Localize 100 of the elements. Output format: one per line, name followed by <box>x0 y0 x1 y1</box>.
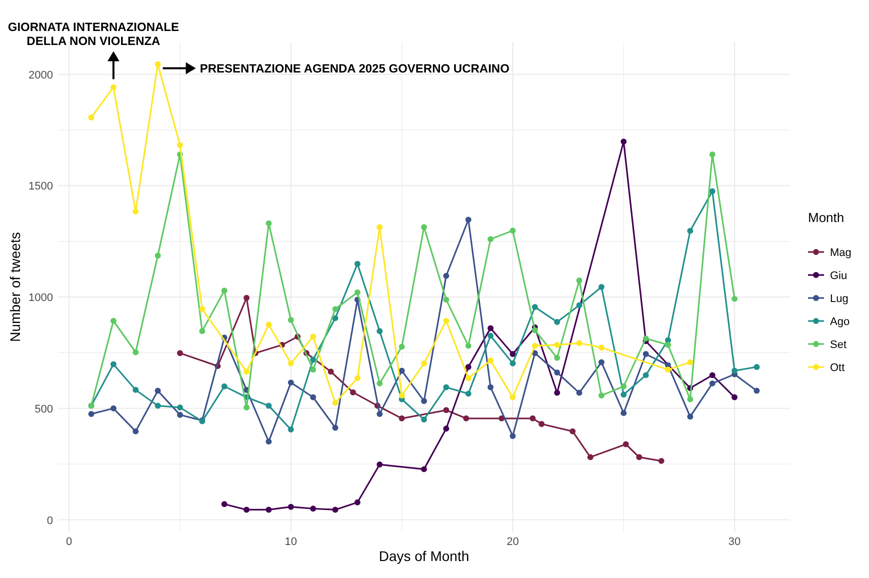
point <box>288 360 294 366</box>
point <box>488 236 494 242</box>
point <box>687 414 694 420</box>
point <box>576 302 582 308</box>
point <box>530 415 536 422</box>
point <box>538 421 545 427</box>
x-tick-label: 10 <box>284 536 298 548</box>
point <box>354 260 360 267</box>
point <box>398 344 405 350</box>
point <box>576 278 582 284</box>
point <box>709 380 716 386</box>
point <box>266 220 272 226</box>
point <box>110 361 116 368</box>
point <box>266 322 272 328</box>
point <box>266 438 272 445</box>
point <box>598 344 604 351</box>
point <box>310 394 316 400</box>
x-tick-label: 0 <box>66 536 72 548</box>
point <box>532 342 538 349</box>
point <box>154 388 161 394</box>
point <box>332 306 338 312</box>
point <box>288 380 294 386</box>
point <box>687 228 694 234</box>
point <box>532 304 538 310</box>
point <box>598 284 604 290</box>
point <box>510 360 516 366</box>
point <box>443 318 450 324</box>
point <box>687 396 694 402</box>
point <box>132 386 139 393</box>
point <box>598 359 604 366</box>
legend-label: Set <box>830 339 847 351</box>
x-axis-title: Days of Month <box>378 548 470 564</box>
point <box>754 364 760 370</box>
point <box>443 272 450 279</box>
point <box>488 358 494 364</box>
point <box>154 61 161 68</box>
point <box>376 328 383 334</box>
point <box>177 142 183 148</box>
point <box>554 318 560 325</box>
point <box>332 315 338 322</box>
point <box>132 428 139 434</box>
point <box>532 327 538 334</box>
point <box>266 402 272 409</box>
point <box>177 412 183 418</box>
point <box>488 325 494 332</box>
point <box>376 462 383 468</box>
point <box>310 356 316 363</box>
point <box>443 426 450 432</box>
point <box>421 224 427 230</box>
point <box>332 424 338 431</box>
point <box>244 294 250 301</box>
point <box>510 433 516 439</box>
point <box>288 426 294 433</box>
point <box>642 372 649 378</box>
point <box>266 506 272 513</box>
point <box>421 398 427 404</box>
point <box>199 306 206 312</box>
point <box>421 416 427 422</box>
legend-label: Mag <box>830 247 852 259</box>
point <box>465 375 472 382</box>
y-tick-label: 1500 <box>28 180 53 193</box>
point <box>310 366 316 373</box>
point <box>587 454 594 460</box>
point <box>622 441 629 448</box>
point <box>288 504 294 510</box>
y-axis-title: Number of tweets <box>7 232 23 342</box>
point <box>598 392 604 398</box>
point <box>510 351 516 358</box>
point <box>110 405 116 412</box>
legend-label: Ott <box>830 362 845 374</box>
point <box>709 152 716 158</box>
point <box>554 370 560 376</box>
point <box>620 410 627 416</box>
point <box>732 394 738 400</box>
point <box>244 404 250 410</box>
point <box>177 350 183 356</box>
legend-label: Ago <box>830 316 850 328</box>
point <box>350 389 356 396</box>
point <box>554 390 560 396</box>
point <box>620 392 627 398</box>
point <box>376 410 383 417</box>
point <box>709 188 716 194</box>
point <box>310 506 316 512</box>
y-tick-label: 500 <box>34 403 53 416</box>
point <box>642 335 649 342</box>
legend-title: Month <box>808 210 844 225</box>
point <box>620 138 627 145</box>
point <box>636 454 642 460</box>
point <box>244 506 250 513</box>
point <box>443 384 450 390</box>
point <box>221 288 228 294</box>
point <box>110 318 116 324</box>
point <box>754 388 760 394</box>
point <box>177 404 183 410</box>
point <box>465 390 472 397</box>
point <box>732 368 738 374</box>
point <box>221 501 228 508</box>
point <box>642 351 649 358</box>
point <box>443 407 450 414</box>
point <box>421 360 427 366</box>
